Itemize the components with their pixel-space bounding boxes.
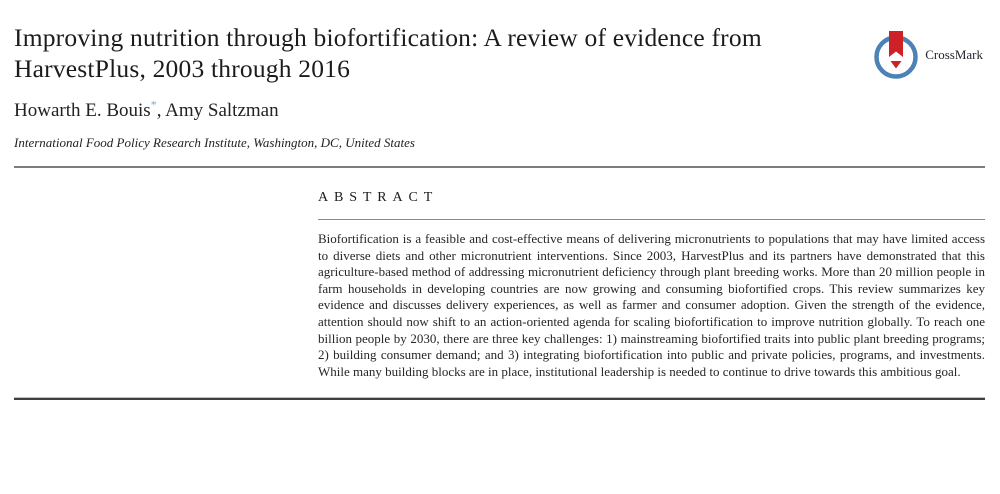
author-separator: , [156, 100, 166, 121]
corresponding-author-asterisk[interactable]: * [150, 97, 157, 112]
paper-title: Improving nutrition through biofortifica… [14, 23, 762, 83]
abstract-divider [318, 219, 985, 220]
author-name-2: Amy Saltzman [165, 100, 279, 121]
author-line: Howarth E. Bouis*, Amy Saltzman [14, 97, 985, 122]
crossmark-ribbon [889, 31, 904, 57]
abstract-section: ABSTRACT Biofortification is a feasible … [318, 168, 985, 380]
author-name-1: Howarth E. Bouis [14, 100, 151, 121]
crossmark-icon [874, 31, 918, 79]
crossmark-badge[interactable]: CrossMark [873, 30, 983, 80]
abstract-text: Biofortification is a feasible and cost-… [318, 231, 985, 379]
footer-divider [14, 397, 985, 401]
crossmark-label: CrossMark [925, 47, 983, 62]
affiliation: International Food Policy Research Insti… [14, 135, 415, 150]
crossmark-arrow [890, 61, 902, 69]
header-divider [14, 166, 985, 168]
abstract-heading: ABSTRACT [318, 190, 439, 205]
